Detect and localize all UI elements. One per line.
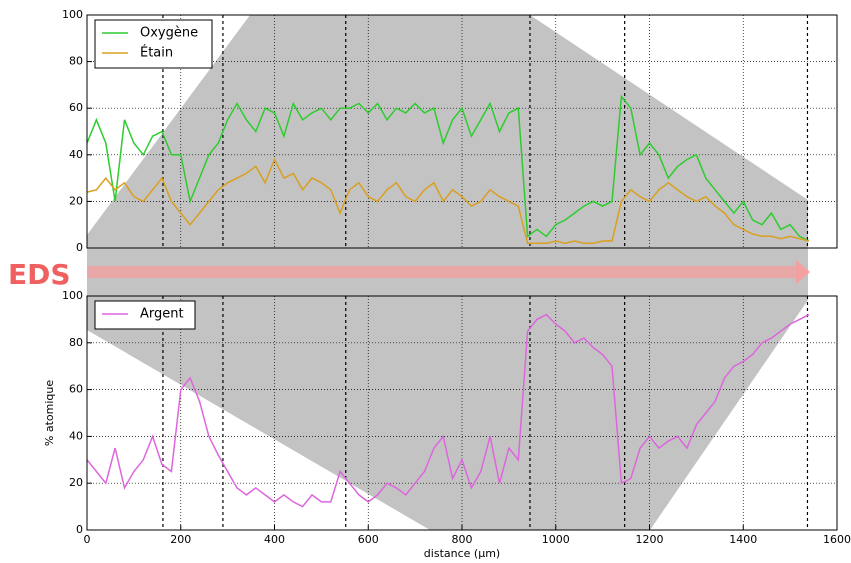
x-tick-label: 1600 [823, 533, 851, 546]
y-axis-label: % atomique [43, 380, 56, 446]
y-tick-label: 60 [69, 383, 83, 396]
y-tick-label: 40 [69, 148, 83, 161]
x-tick-label: 1000 [542, 533, 570, 546]
y-tick-label: 40 [69, 429, 83, 442]
x-tick-label: 0 [84, 533, 91, 546]
data-line [86, 94, 810, 242]
legend-label: Étain [140, 45, 173, 61]
x-tick-label: 400 [264, 533, 285, 546]
y-tick-label: 80 [69, 55, 83, 68]
annotation: EDS [8, 258, 71, 291]
legend-label: Oxygène [140, 26, 198, 41]
data-line [86, 157, 810, 245]
x-axis-label: distance (µm) [424, 547, 500, 560]
x-tick-label: 200 [170, 533, 191, 546]
legend [94, 19, 213, 69]
x-tick-label: 600 [358, 533, 379, 546]
eds-arrow-head [796, 260, 810, 284]
y-tick-label: 60 [69, 101, 83, 114]
x-tick-label: 800 [452, 533, 473, 546]
y-tick-label: 20 [69, 476, 83, 489]
y-tick-label: 100 [62, 289, 83, 302]
x-tick-label: 1200 [636, 533, 664, 546]
axes-frame [86, 14, 838, 249]
legend [94, 300, 196, 330]
y-tick-label: 0 [76, 523, 83, 536]
y-tick-label: 80 [69, 336, 83, 349]
x-tick-label: 1400 [729, 533, 757, 546]
y-tick-label: 0 [76, 241, 83, 254]
eds-arrow [87, 266, 803, 278]
y-tick-label: 20 [69, 194, 83, 207]
data-line [86, 313, 810, 508]
legend-label: Argent [140, 307, 184, 322]
y-tick-label: 100 [62, 8, 83, 21]
